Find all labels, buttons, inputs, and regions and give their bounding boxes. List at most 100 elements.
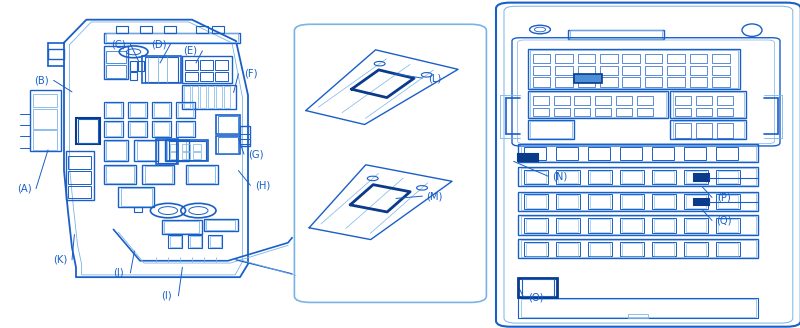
Bar bbox=[176, 102, 195, 118]
Bar bbox=[717, 108, 733, 116]
Bar bbox=[518, 278, 557, 297]
Bar bbox=[170, 144, 178, 151]
Bar bbox=[533, 66, 550, 75]
Bar bbox=[686, 171, 706, 183]
Text: (D): (D) bbox=[150, 39, 166, 49]
Bar bbox=[524, 242, 548, 256]
Bar bbox=[142, 56, 181, 83]
Bar bbox=[518, 192, 758, 211]
Bar bbox=[137, 141, 156, 160]
Text: (L): (L) bbox=[428, 73, 441, 83]
Bar bbox=[574, 108, 590, 116]
Bar bbox=[654, 195, 674, 208]
Bar bbox=[193, 144, 201, 151]
Bar bbox=[652, 194, 676, 209]
Bar bbox=[104, 140, 128, 161]
Bar bbox=[154, 122, 169, 136]
Bar bbox=[178, 103, 193, 117]
Bar bbox=[556, 170, 580, 184]
Bar bbox=[204, 219, 238, 231]
Bar bbox=[528, 91, 668, 118]
Bar bbox=[588, 218, 612, 233]
Bar bbox=[152, 121, 171, 137]
Bar bbox=[104, 165, 136, 184]
Bar bbox=[652, 170, 676, 184]
Bar bbox=[106, 33, 238, 42]
Bar bbox=[134, 140, 158, 161]
Bar bbox=[590, 219, 610, 232]
Bar bbox=[555, 54, 573, 63]
Bar bbox=[696, 96, 712, 105]
Bar bbox=[130, 61, 137, 71]
Bar bbox=[645, 54, 662, 63]
Bar bbox=[522, 279, 554, 296]
Bar bbox=[104, 33, 240, 43]
Bar bbox=[675, 96, 691, 105]
Bar bbox=[518, 239, 758, 258]
Bar bbox=[140, 26, 152, 33]
Bar bbox=[696, 123, 712, 138]
Bar bbox=[78, 119, 98, 143]
Bar bbox=[106, 122, 121, 136]
Bar bbox=[154, 103, 169, 117]
Text: (P): (P) bbox=[717, 193, 731, 202]
Bar bbox=[68, 156, 91, 169]
Bar bbox=[684, 218, 708, 233]
Bar bbox=[533, 77, 550, 87]
Bar bbox=[521, 145, 756, 161]
Bar bbox=[533, 54, 550, 63]
Bar bbox=[600, 66, 618, 75]
Bar bbox=[165, 140, 189, 161]
Bar bbox=[578, 77, 595, 87]
Text: (A): (A) bbox=[17, 184, 31, 194]
Bar bbox=[554, 96, 570, 105]
Bar bbox=[196, 26, 208, 33]
Bar bbox=[170, 236, 181, 247]
Bar bbox=[118, 187, 154, 207]
Bar bbox=[66, 151, 94, 200]
Bar bbox=[595, 108, 611, 116]
Bar bbox=[142, 165, 174, 184]
Bar bbox=[33, 109, 57, 129]
Bar bbox=[184, 86, 190, 108]
Bar bbox=[521, 299, 756, 317]
Bar bbox=[200, 86, 206, 108]
Bar bbox=[182, 56, 232, 83]
Bar bbox=[176, 121, 195, 137]
Bar bbox=[716, 242, 740, 256]
Bar bbox=[667, 77, 685, 87]
Bar bbox=[588, 242, 612, 256]
Bar bbox=[555, 77, 573, 87]
Bar bbox=[600, 54, 618, 63]
Bar bbox=[524, 194, 548, 209]
Bar bbox=[686, 243, 706, 256]
Bar bbox=[216, 136, 240, 154]
Bar bbox=[670, 120, 746, 139]
Bar bbox=[128, 102, 147, 118]
Bar bbox=[530, 50, 738, 88]
Bar bbox=[622, 77, 640, 87]
Bar bbox=[718, 219, 738, 232]
Bar bbox=[216, 115, 240, 134]
Bar bbox=[716, 147, 738, 160]
Text: (I): (I) bbox=[161, 291, 172, 301]
Bar bbox=[654, 219, 674, 232]
Bar bbox=[145, 57, 178, 82]
Bar bbox=[673, 121, 744, 138]
Bar bbox=[224, 86, 230, 108]
Bar bbox=[717, 96, 733, 105]
Bar bbox=[694, 174, 709, 181]
Bar bbox=[130, 122, 145, 136]
Bar bbox=[212, 26, 224, 33]
Bar bbox=[620, 242, 644, 256]
Bar bbox=[667, 54, 685, 63]
Bar bbox=[158, 140, 176, 163]
Bar bbox=[518, 144, 758, 162]
Bar bbox=[208, 235, 222, 248]
Bar bbox=[128, 121, 147, 137]
Bar bbox=[622, 66, 640, 75]
Bar bbox=[588, 147, 610, 160]
Bar bbox=[622, 219, 642, 232]
Bar bbox=[696, 108, 712, 116]
Bar bbox=[686, 219, 706, 232]
